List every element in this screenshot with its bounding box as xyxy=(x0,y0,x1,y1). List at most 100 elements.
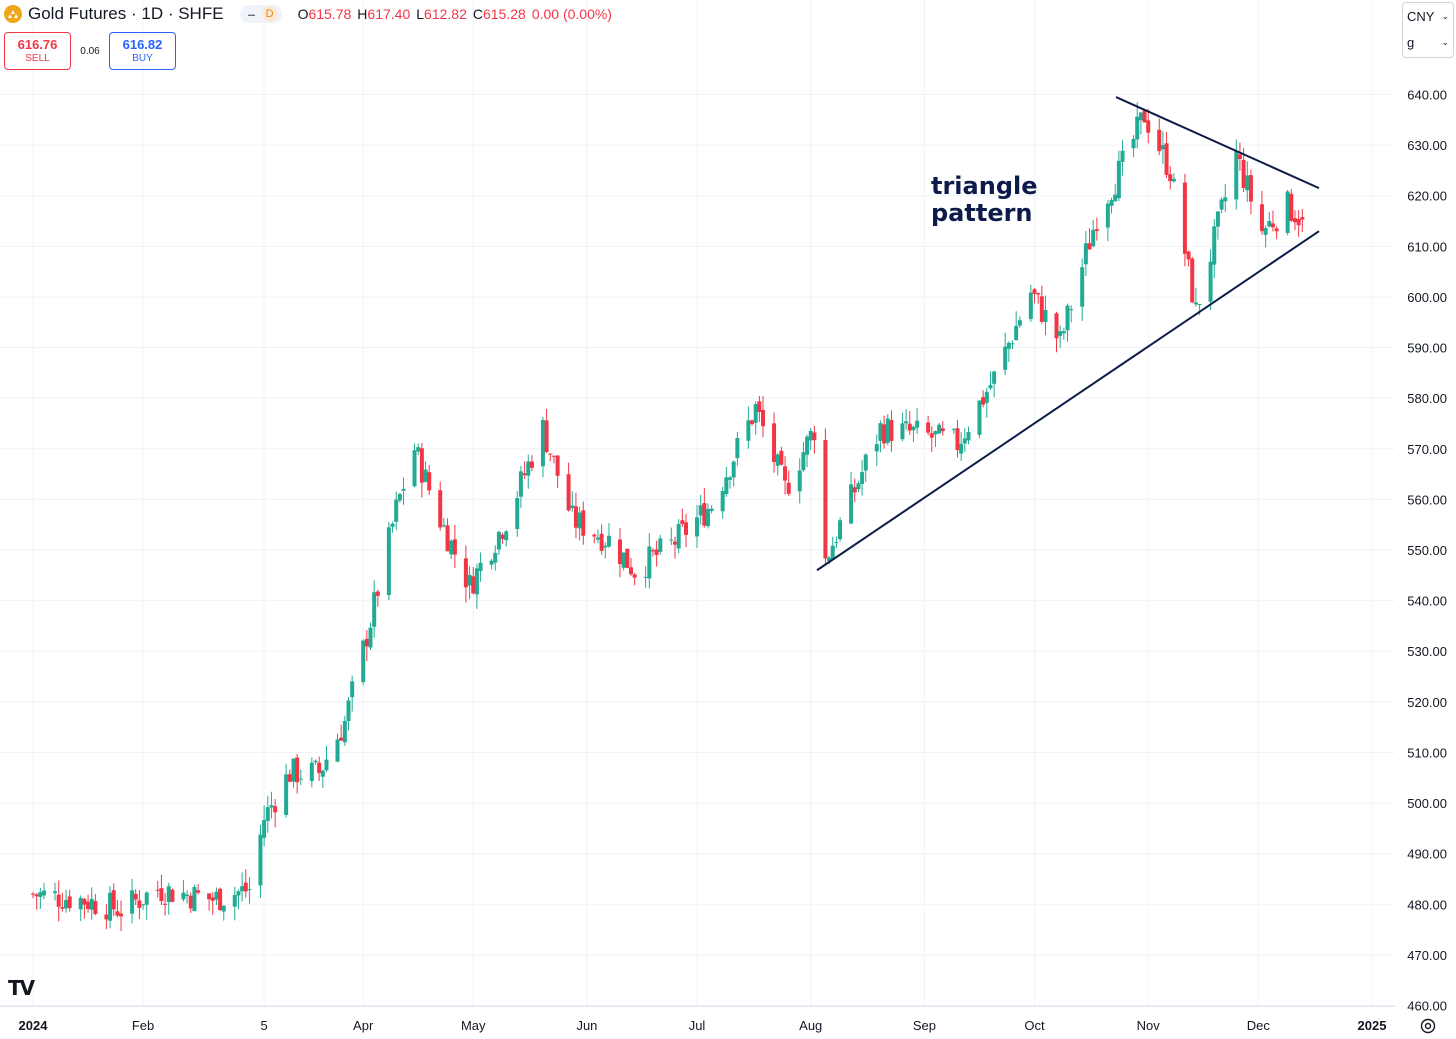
candle-body xyxy=(471,576,476,594)
candle-body xyxy=(1010,343,1015,345)
candle-body xyxy=(1061,331,1066,334)
buy-button[interactable]: 616.82 BUY xyxy=(109,32,176,70)
currency-value: CNY xyxy=(1407,8,1435,24)
candle-body xyxy=(350,681,355,698)
candle-body xyxy=(595,537,600,540)
candle-body xyxy=(188,895,193,909)
candle-body xyxy=(962,438,967,444)
currency-dropdown[interactable]: CNY ⌄ xyxy=(1403,3,1453,29)
candle-body xyxy=(951,429,956,431)
x-tick-label: 2025 xyxy=(1358,1018,1387,1033)
sell-label: SELL xyxy=(25,52,50,64)
candle-body xyxy=(625,548,630,568)
candle-body xyxy=(262,820,267,838)
candle-body xyxy=(295,757,300,783)
candle-body xyxy=(775,454,780,466)
candle-body xyxy=(907,423,912,431)
candle-body xyxy=(269,805,274,808)
y-tick-label: 580.00 xyxy=(1407,391,1447,406)
candle-body xyxy=(317,762,322,774)
candle-body xyxy=(801,452,806,471)
candle-body xyxy=(196,890,201,893)
tradingview-logo[interactable]: TV xyxy=(8,976,35,1000)
candle-body xyxy=(1083,243,1088,265)
ohlc-label: H xyxy=(357,6,368,22)
candle-body xyxy=(1131,138,1136,149)
candle-body xyxy=(728,477,733,480)
candle-body xyxy=(1043,310,1048,322)
candle-body xyxy=(1237,154,1242,160)
y-tick-label: 600.00 xyxy=(1407,290,1447,305)
candle-body xyxy=(284,774,289,815)
candle-body xyxy=(757,401,762,412)
candle-body xyxy=(452,539,457,555)
interval-pill[interactable]: – D xyxy=(239,5,282,23)
candle-body xyxy=(364,638,369,647)
x-tick-label: Aug xyxy=(799,1018,822,1033)
candle-body xyxy=(551,455,556,457)
candle-body xyxy=(603,545,608,548)
candle-body xyxy=(940,428,945,432)
unit-dropdown[interactable]: g ⌄ xyxy=(1403,29,1453,55)
candle-body xyxy=(1292,218,1297,223)
y-tick-label: 590.00 xyxy=(1407,341,1447,356)
collapse-icon[interactable]: – xyxy=(247,6,256,22)
candle-body xyxy=(731,461,736,478)
buy-price: 616.82 xyxy=(122,37,163,53)
gold-futures-icon xyxy=(4,5,22,23)
candle-body xyxy=(56,894,61,907)
y-tick-label: 630.00 xyxy=(1407,138,1447,153)
candle-body xyxy=(221,905,226,912)
buy-label: BUY xyxy=(132,52,153,64)
candle-body xyxy=(313,760,318,763)
candle-body xyxy=(247,889,252,891)
candle-body xyxy=(500,534,505,539)
candle-body xyxy=(1039,296,1044,322)
candle-body xyxy=(1171,178,1176,182)
candle-body xyxy=(889,420,894,441)
settings-gear-icon[interactable] xyxy=(1418,1016,1438,1036)
unit-value: g xyxy=(1407,34,1415,50)
sell-button[interactable]: 616.76 SELL xyxy=(4,32,71,70)
sell-price: 616.76 xyxy=(17,37,58,53)
ohlc-label: O xyxy=(297,6,309,22)
candle-body xyxy=(779,450,784,465)
candle-body xyxy=(695,517,700,537)
candle-body xyxy=(1028,292,1033,320)
candle-body xyxy=(1168,174,1173,182)
candle-body xyxy=(240,886,245,892)
candle-body xyxy=(606,535,611,547)
candle-body xyxy=(1248,175,1253,202)
close-value: 615.28 xyxy=(482,6,526,22)
time-axis[interactable]: 2024 Feb 5 Apr May Jun Jul Aug Sep Oct Nov Dec 2025 xyxy=(0,1006,1395,1034)
price-axis[interactable]: 460.00 470.00 480.00 490.00 500.00 510.00 520.… xyxy=(1407,88,1447,1014)
candle-body xyxy=(31,893,36,895)
candle-body xyxy=(210,897,215,901)
candle-body xyxy=(863,454,868,471)
candle-body xyxy=(643,576,648,578)
market-status-badge[interactable]: D xyxy=(261,6,278,22)
candle-body xyxy=(1160,145,1165,150)
candle-body xyxy=(526,461,531,476)
candle-body xyxy=(1094,229,1099,231)
candle-body xyxy=(496,531,501,550)
candle-body xyxy=(1274,228,1279,232)
candle-body xyxy=(1245,175,1250,191)
trade-buttons: 616.76 SELL 0.06 616.82 BUY xyxy=(4,32,176,70)
candle-body xyxy=(926,422,931,433)
candle-body xyxy=(1032,289,1037,294)
candle-body xyxy=(915,420,920,428)
candle-body xyxy=(724,477,729,495)
candle-body xyxy=(933,431,938,435)
candle-body xyxy=(834,542,839,544)
candle-body xyxy=(390,523,395,527)
ohlc-values: O615.78 H617.40 L612.82 C615.28 0.00 (0.… xyxy=(298,6,612,22)
candle-body xyxy=(339,737,344,741)
candle-body xyxy=(698,505,703,516)
symbol-title[interactable]: Gold Futures · 1D · SHFE xyxy=(28,4,224,23)
annotation-line-2: pattern xyxy=(931,199,1033,227)
candle-body xyxy=(1109,200,1114,206)
change-value: 0.00 (0.00%) xyxy=(531,6,612,22)
candle-body xyxy=(419,448,424,483)
